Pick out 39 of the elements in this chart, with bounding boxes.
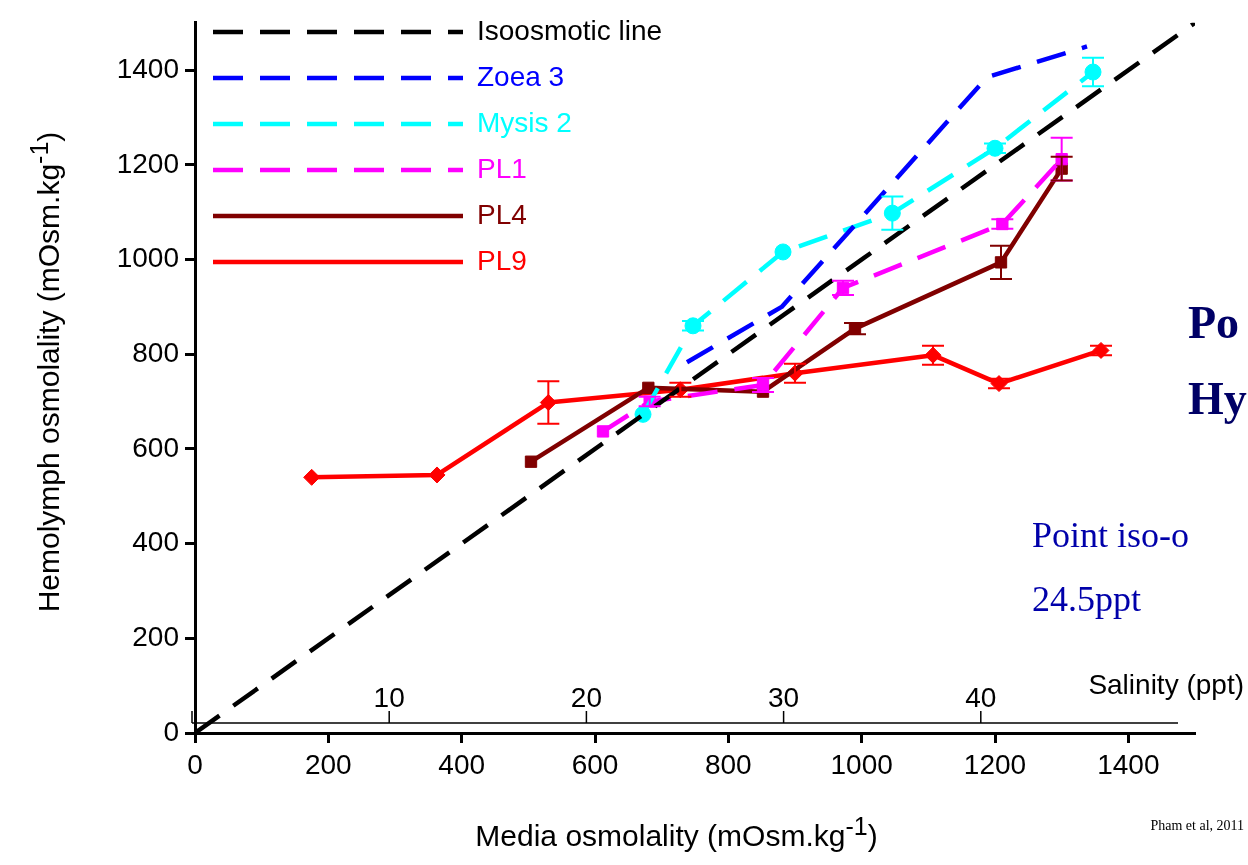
x2-tick-label: 20 bbox=[570, 682, 602, 713]
text: PL1 bbox=[477, 152, 527, 184]
annotation: 24.5ppt bbox=[1032, 578, 1142, 620]
y-tick-label: 1400 bbox=[116, 52, 179, 84]
x-tick-label: 800 bbox=[704, 748, 752, 780]
text: Mysis 2 bbox=[477, 106, 572, 138]
annotation: Hy bbox=[1188, 372, 1247, 425]
x-axis-title: Media osmolality (mOsm.kg$^{-1}$) bbox=[475, 812, 878, 852]
point bbox=[428, 466, 446, 484]
x2-tick-label: 40 bbox=[965, 682, 997, 713]
y-tick-label: 600 bbox=[132, 431, 179, 463]
text: PL9 bbox=[477, 244, 527, 276]
line-series bbox=[684, 44, 1090, 365]
y-tick-label: 1000 bbox=[116, 242, 179, 274]
x2-axis-title: Salinity (ppt) bbox=[1088, 669, 1244, 701]
text: Pham et al, 2011 bbox=[1150, 818, 1244, 834]
point bbox=[774, 243, 792, 261]
y-tick-label: 0 bbox=[163, 715, 179, 747]
annotation: Point iso-o bbox=[1032, 514, 1190, 556]
text: Zoea 3 bbox=[477, 60, 565, 92]
y-tick-label: 400 bbox=[132, 526, 179, 558]
point bbox=[596, 425, 610, 438]
x-tick-label: 200 bbox=[304, 748, 352, 780]
x2-tick-label: 10 bbox=[373, 682, 405, 713]
x-tick-label: 400 bbox=[438, 748, 486, 780]
x-tick-label: 600 bbox=[571, 748, 619, 780]
y-tick-label: 1200 bbox=[116, 147, 179, 179]
x-tick-label: 1200 bbox=[963, 748, 1027, 780]
x2-tick-label: 30 bbox=[768, 682, 800, 713]
y-tick-label: 800 bbox=[132, 336, 179, 368]
point bbox=[642, 381, 655, 394]
annotation: Po bbox=[1188, 296, 1240, 349]
text: Isoosmotic line bbox=[477, 14, 663, 46]
y-tick-label: 200 bbox=[132, 621, 179, 653]
point bbox=[524, 455, 538, 468]
x-tick-label: 0 bbox=[187, 748, 203, 780]
x-tick-label: 1000 bbox=[830, 748, 893, 780]
text: PL4 bbox=[477, 198, 527, 230]
x-tick-label: 1400 bbox=[1097, 748, 1160, 780]
